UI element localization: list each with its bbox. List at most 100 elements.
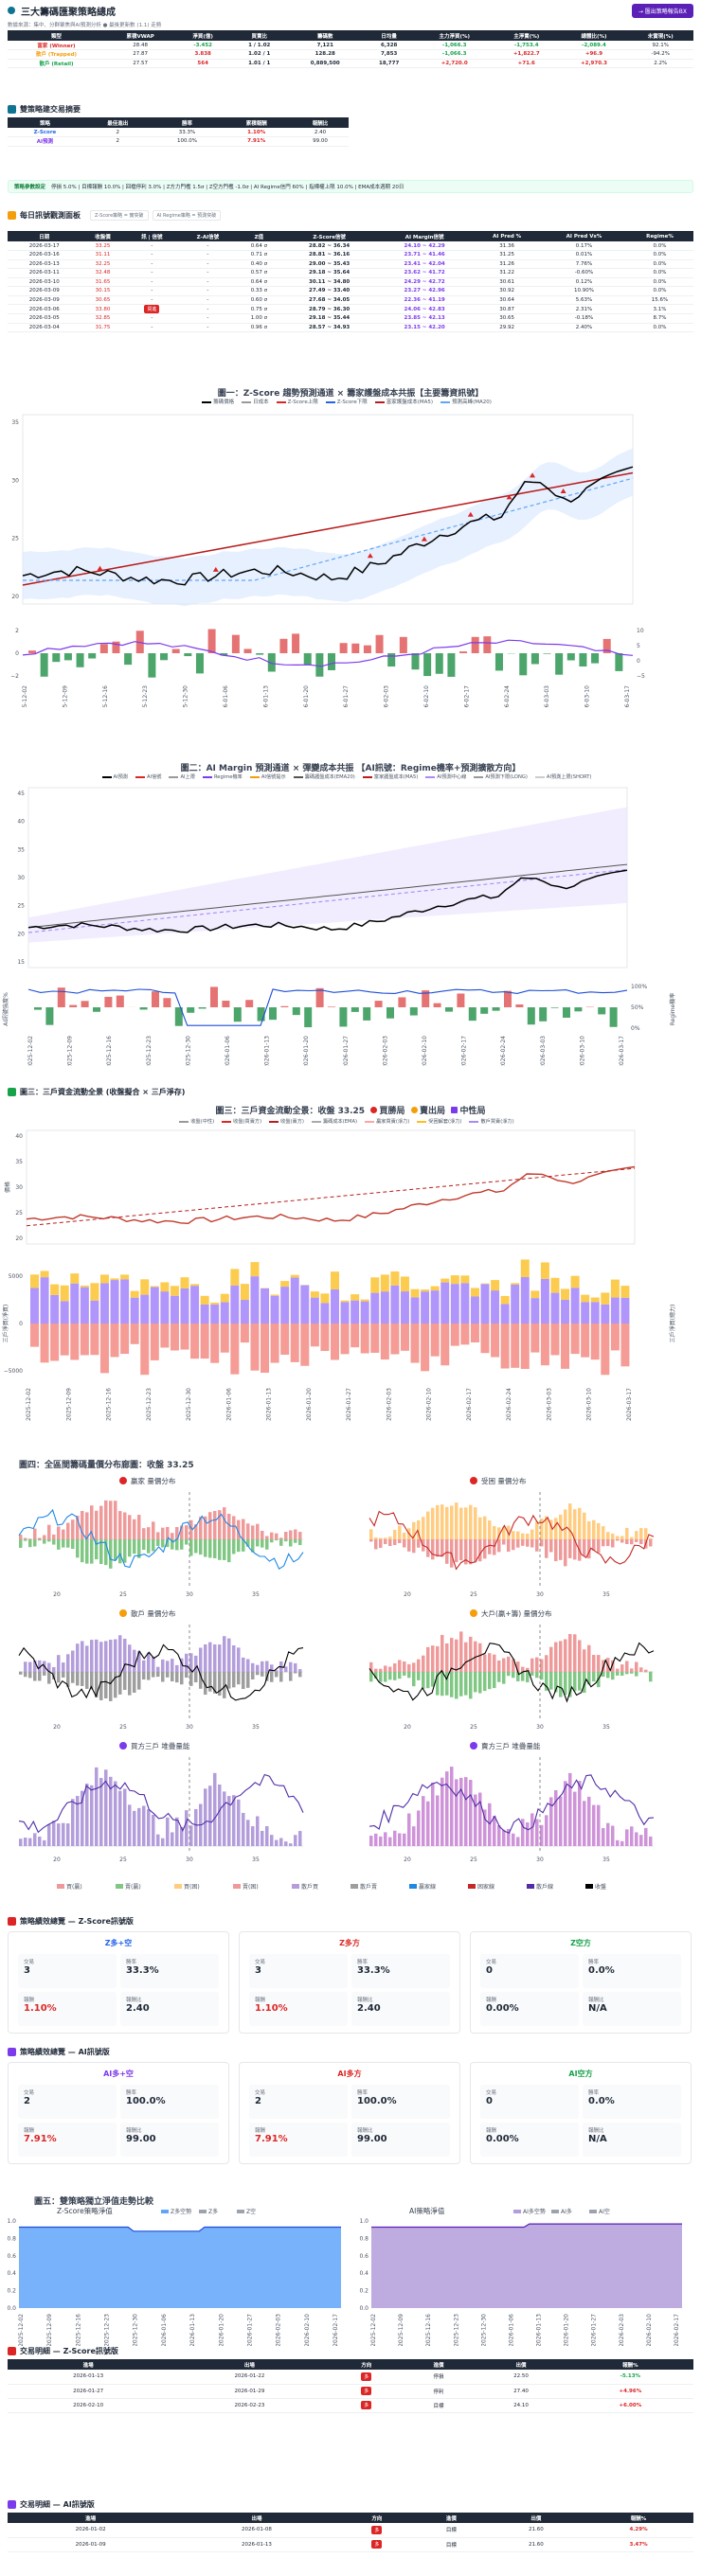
- groups-cell: +71.6: [493, 59, 561, 68]
- volume-bar: [388, 1537, 392, 1539]
- legend-swatch: [585, 1884, 593, 1889]
- volume-bar-neg: [85, 1672, 89, 1689]
- signal-section-title: 雙策略建交易摘要: [0, 104, 88, 115]
- volume-bar-neg: [275, 1672, 279, 1678]
- daily-cell: -: [179, 241, 237, 251]
- volume-bar: [24, 1661, 27, 1672]
- trapped-bar: [160, 1282, 170, 1292]
- volume-bar: [142, 1660, 146, 1672]
- volume-bar: [507, 1656, 511, 1672]
- tradesz-entry: 2026-02-10: [8, 2398, 170, 2413]
- volume-bar: [602, 1526, 605, 1539]
- trapped-bar: [360, 1299, 369, 1302]
- volume-bar: [450, 1638, 454, 1672]
- perf-metric-trades: 交易 0: [480, 2085, 579, 2119]
- volume-bar: [298, 1831, 302, 1846]
- volume-bar-neg: [24, 1539, 27, 1541]
- volume-bar-neg: [649, 1672, 653, 1682]
- metric-value: 33.3%: [126, 1965, 159, 1976]
- volume-bar-neg: [289, 1539, 293, 1547]
- legend-swatch: [350, 1884, 358, 1889]
- volume-bar: [516, 1531, 520, 1539]
- daily-cell: -: [124, 323, 180, 332]
- daily-cell: 0.17%: [541, 241, 626, 251]
- y-tick-label: 0: [637, 658, 640, 665]
- groups-row: 散戶 (Trapped) 27.87 3.838 1.02 / 1 128.28 7,85…: [8, 49, 693, 60]
- volume-bar-neg: [199, 1539, 203, 1555]
- chart3-title: 圖三：三戶資金流動全景：收盤 33.25 買勝局 賣出局 中性局: [215, 1107, 486, 1116]
- volume-bar-neg: [474, 1672, 477, 1693]
- tradesz-row: 2026-01-13 2026-01-22 多停損 22.50 -5.13%: [8, 2370, 693, 2385]
- volume-bar: [526, 1533, 530, 1539]
- groups-row: 散戶 (Retail) 27.57 564 1.01 / 1 0,889,500 18,7…: [8, 59, 693, 68]
- metric-value: 3: [255, 1965, 261, 1976]
- volume-bar-neg: [104, 1672, 108, 1699]
- flow-bar: [471, 636, 479, 653]
- volume-bar: [24, 1537, 27, 1539]
- x-tick-label: 30: [536, 1856, 544, 1863]
- trapped-bar: [310, 1291, 319, 1298]
- legend-label: 賣(困): [243, 1883, 259, 1891]
- perf-metric-ret: 報酬 1.10%: [18, 1992, 117, 2026]
- volume-bar: [289, 1843, 293, 1846]
- volume-bar: [564, 1509, 567, 1539]
- x-tick-label: 2026-01-06: [225, 1388, 232, 1421]
- flow-bar: [602, 638, 611, 653]
- clipboard-icon: [8, 211, 16, 220]
- trapped-bar: [350, 1294, 360, 1301]
- volume-bar-neg: [294, 1539, 297, 1543]
- volume-bar: [251, 1525, 255, 1539]
- volume-bar: [52, 1666, 56, 1672]
- groups-col-4: 籌碼數: [288, 30, 363, 41]
- daily-cell: 2026-03-09: [8, 295, 81, 305]
- volume-bar-neg: [403, 1539, 406, 1548]
- legend-swatch: [249, 775, 260, 778]
- perf-card-title: AI空方: [568, 2070, 593, 2078]
- groups-cell: 7,121: [288, 41, 363, 50]
- volume-bar: [242, 1812, 245, 1846]
- tradesz-exit: 2026-01-29: [169, 2384, 331, 2399]
- x-tick-label: 2025-12-09: [67, 1036, 74, 1066]
- groups-col-0: 類型: [8, 30, 105, 41]
- ai-bar: [187, 1007, 195, 1013]
- legend-swatch: [534, 775, 545, 778]
- volume-bar-neg: [398, 1672, 402, 1679]
- volume-bar-neg: [227, 1539, 231, 1563]
- legend-label: Z空: [246, 2208, 256, 2215]
- winner-bar: [380, 1324, 389, 1360]
- volume-bar: [540, 1519, 544, 1539]
- export-button[interactable]: → 匯出策略報告BX: [631, 3, 693, 18]
- retail-bar: [450, 1284, 459, 1324]
- app-header: 三大籌碼匯聚策略總成 → 匯出策略報告BX: [0, 0, 701, 21]
- flow-bar: [28, 650, 36, 653]
- flow-bar: [99, 644, 108, 653]
- perf-metric-pl: 報酬比 N/A: [583, 2123, 681, 2157]
- volume-bar-neg: [166, 1539, 170, 1548]
- volume-bar: [76, 1796, 80, 1846]
- volume-bar: [24, 1838, 27, 1846]
- x-tick-label: 2025-12-30: [186, 1388, 192, 1421]
- daily-row: 2026-03-04 31.75- -0.96 σ 28.57 ~ 34.93 23.1…: [8, 323, 693, 332]
- price-line: [22, 466, 634, 586]
- metric-label: 報酬: [486, 1998, 497, 2003]
- winner-bar: [60, 1324, 69, 1356]
- legend-label: 預測高峰(MA20): [452, 400, 492, 405]
- daily-cell: 24.06 ~ 42.83: [376, 304, 473, 314]
- volume-bar: [223, 1507, 226, 1539]
- y-tick-label: 0.0: [7, 2305, 16, 2312]
- ai-bar: [492, 1007, 500, 1011]
- volume-bar-neg: [526, 1539, 530, 1547]
- y-tick-label: 40: [17, 819, 25, 826]
- groups-cell: 27.57: [105, 59, 176, 68]
- volume-bar: [393, 1530, 397, 1539]
- volume-bar-neg: [118, 1672, 122, 1695]
- daily-cell: -: [179, 295, 237, 305]
- volume-bar-neg: [431, 1672, 435, 1687]
- ai-bar: [210, 986, 218, 1007]
- volume-bar: [436, 1645, 440, 1672]
- groups-cell: 1 / 1.02: [230, 41, 289, 50]
- legend-swatch: [222, 1120, 232, 1123]
- x-tick-label: 25: [470, 1856, 477, 1863]
- trophy-icon: [8, 1917, 16, 1926]
- volume-bar: [175, 1527, 179, 1539]
